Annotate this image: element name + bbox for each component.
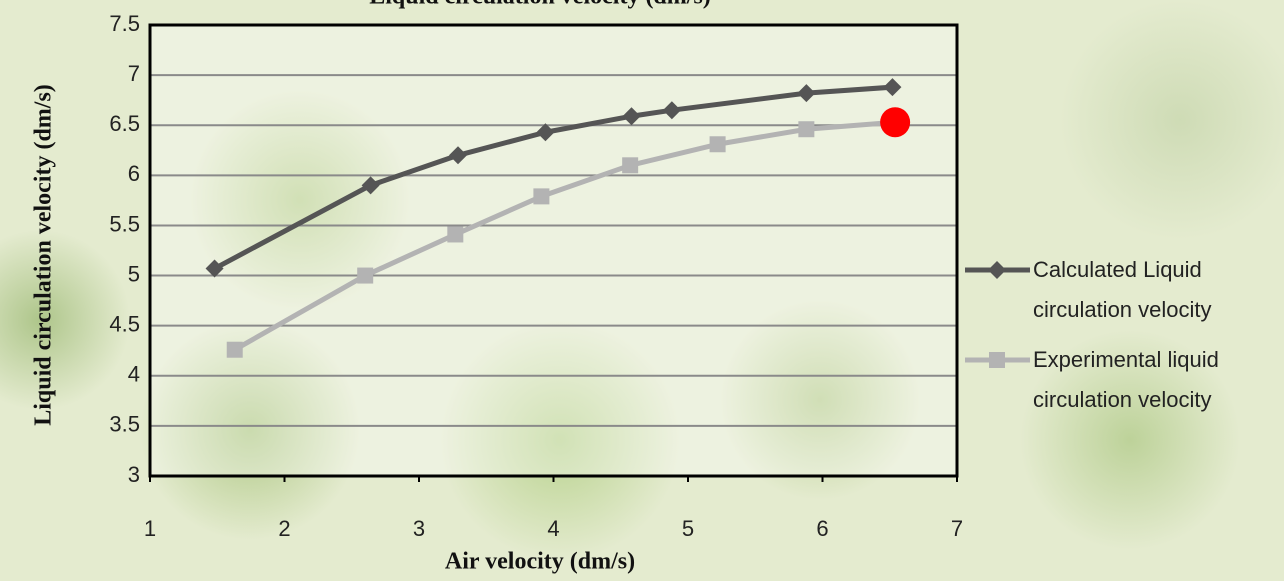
x-tick-label: 7 — [951, 516, 963, 541]
y-tick-label: 6.5 — [109, 111, 140, 136]
marker — [662, 101, 681, 120]
highlight-point — [880, 107, 911, 138]
chart-title: Liquid circulation velocity (dm/s) — [369, 0, 711, 10]
x-tick-label: 2 — [278, 516, 290, 541]
marker — [989, 352, 1005, 368]
y-tick-label: 5.5 — [109, 211, 140, 236]
y-tick-label: 3 — [128, 462, 140, 487]
series-line — [213, 84, 893, 271]
marker — [533, 188, 550, 205]
x-tick-label: 3 — [413, 516, 425, 541]
plot-area — [150, 25, 957, 476]
marker — [988, 261, 1006, 279]
y-axis-label: Liquid circulation velocity (dm/s) — [31, 84, 57, 426]
y-tick-label: 5 — [128, 261, 140, 286]
marker — [449, 146, 468, 165]
marker — [622, 107, 641, 126]
marker — [798, 121, 815, 138]
x-tick-label: 4 — [547, 516, 559, 541]
marker — [883, 78, 902, 97]
legend-label: Calculated Liquid circulation velocity — [1033, 257, 1212, 322]
marker — [226, 341, 243, 358]
x-tick-label: 5 — [682, 516, 694, 541]
y-tick-label: 3.5 — [109, 412, 140, 437]
marker — [205, 259, 224, 278]
y-tick-label: 6 — [128, 161, 140, 186]
y-tick-label: 7.5 — [109, 11, 140, 36]
marker — [361, 176, 380, 195]
marker — [709, 136, 726, 153]
series-line — [233, 119, 896, 352]
marker — [797, 84, 816, 103]
y-tick-label: 4.5 — [109, 311, 140, 336]
marker — [622, 157, 639, 174]
x-tick-label: 1 — [144, 516, 156, 541]
y-tick-label: 7 — [128, 61, 140, 86]
x-tick-label: 6 — [816, 516, 828, 541]
y-tick-label: 4 — [128, 362, 140, 387]
marker — [357, 267, 374, 284]
marker — [447, 226, 464, 243]
marker — [536, 123, 555, 142]
x-axis-label: Air velocity (dm/s) — [445, 549, 635, 575]
legend-label: Experimental liquid circulation velocity — [1033, 347, 1219, 412]
